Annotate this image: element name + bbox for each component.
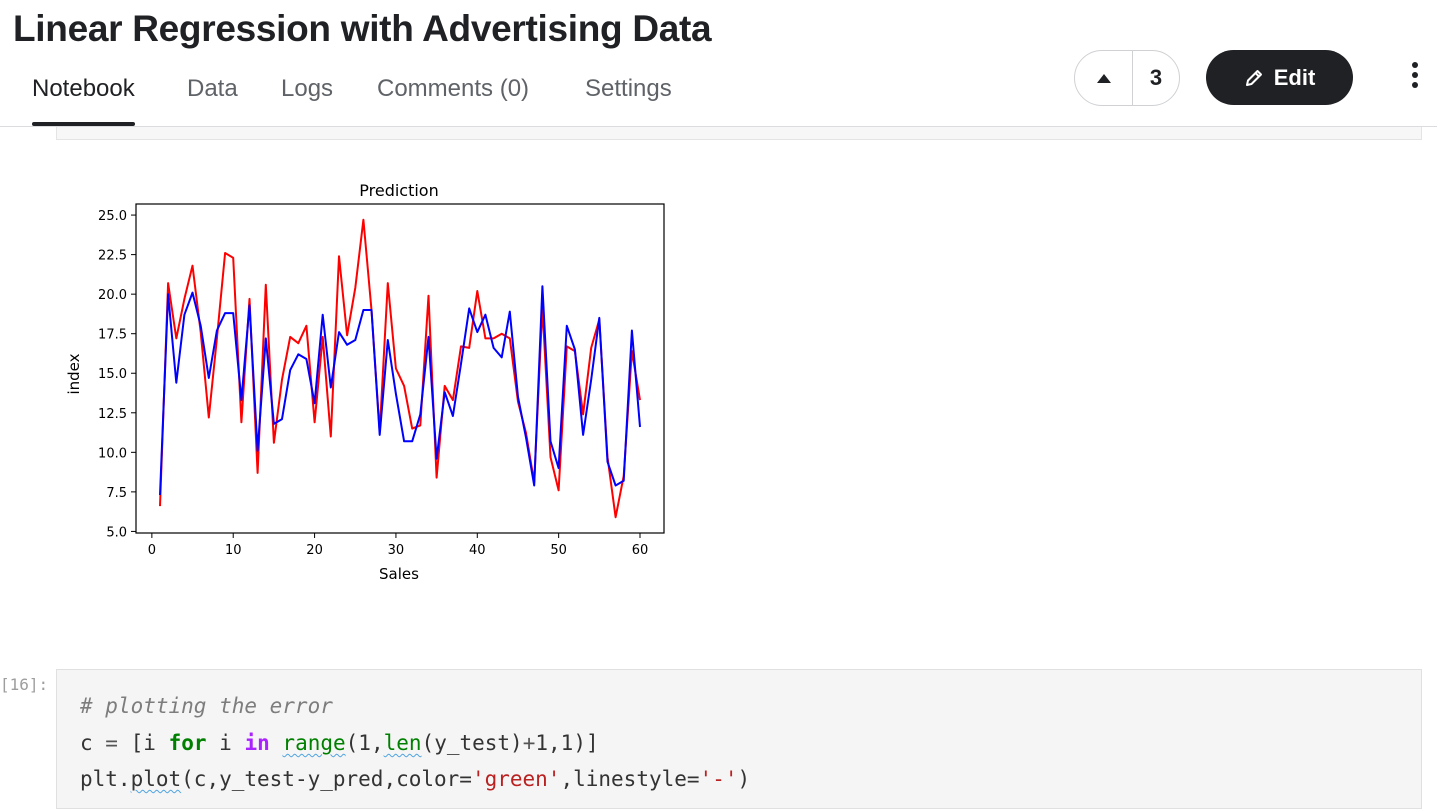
y-tick-label-7: 22.5 (98, 249, 127, 264)
pencil-icon (1245, 69, 1262, 86)
code-line-3: plt.plot(c,y_test-y_pred,color='green',l… (80, 767, 751, 791)
x-tick-label-6: 60 (632, 543, 649, 558)
code-line-1: # plotting the error (80, 694, 333, 718)
x-tick-label-0: 0 (148, 543, 156, 558)
edit-button-label: Edit (1273, 64, 1316, 90)
tab-data[interactable]: Data (187, 75, 238, 102)
y-tick-label-0: 5.0 (106, 525, 127, 540)
more-options-button[interactable] (1404, 62, 1426, 94)
previous-cell-edge (56, 127, 1422, 140)
series-line-1 (159, 285, 641, 496)
cell-prompt: [16]: (0, 675, 49, 694)
y-tick-label-3: 12.5 (98, 407, 127, 422)
vertical-dots-icon (1404, 62, 1426, 88)
chart-frame (135, 203, 665, 534)
chart-title: Prediction (359, 181, 438, 200)
tab-settings[interactable]: Settings (585, 75, 672, 102)
x-tick-label-5: 50 (550, 543, 567, 558)
edit-button[interactable]: Edit (1206, 50, 1353, 105)
y-tick-label-6: 20.0 (98, 288, 127, 303)
y-tick-label-8: 25.0 (98, 209, 127, 224)
x-tick-label-2: 20 (306, 543, 323, 558)
tab-notebook[interactable]: Notebook (32, 72, 135, 126)
x-tick-label-1: 10 (225, 543, 242, 558)
y-tick-label-4: 15.0 (98, 367, 127, 382)
prediction-chart: Prediction Sales index 0 10 20 30 40 50 60 5.0 7… (65, 181, 665, 583)
upvote-widget: 3 (1074, 50, 1180, 106)
chart-y-axis-label: index (65, 353, 83, 394)
triangle-up-icon (1096, 73, 1111, 83)
code-line-2: c = [i for i in range(1,len(y_test)+1,1)… (80, 731, 599, 755)
notebook-title: Linear Regression with Advertising Data (13, 8, 712, 49)
tab-logs[interactable]: Logs (281, 75, 334, 102)
chart-x-axis-label: Sales (379, 565, 419, 583)
upvote-count: 3 (1149, 65, 1163, 90)
y-tick-label-2: 10.0 (98, 446, 127, 461)
y-tick-label-5: 17.5 (98, 328, 127, 343)
code-cell[interactable]: # plotting the error c = [i for i in ran… (56, 669, 1422, 809)
series-line-0 (159, 218, 641, 519)
x-tick-label-4: 40 (469, 543, 486, 558)
x-tick-label-3: 30 (388, 543, 405, 558)
y-tick-label-1: 7.5 (106, 486, 127, 501)
tab-comments[interactable]: Comments (0) (377, 75, 530, 102)
header-divider (0, 126, 1437, 127)
upvote-button[interactable] (1075, 51, 1133, 105)
